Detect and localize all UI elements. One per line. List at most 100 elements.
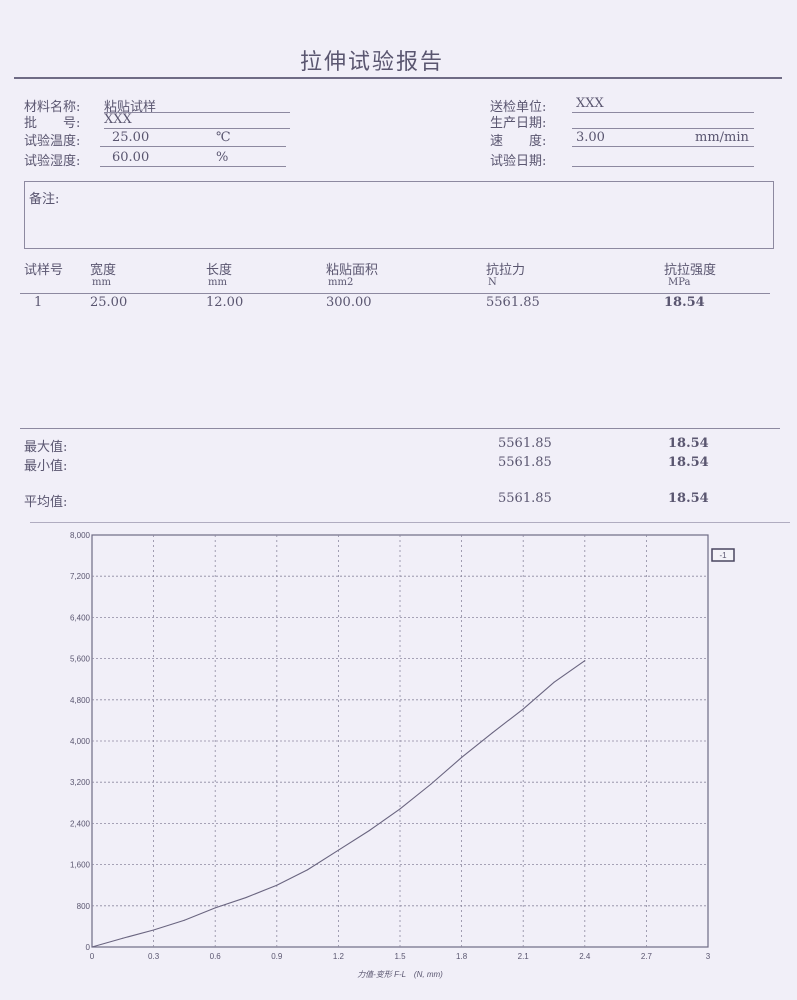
column-header: 抗拉强度 — [664, 263, 717, 278]
curve-point — [122, 937, 124, 939]
field-underline — [100, 166, 286, 167]
field-unit: ℃ — [216, 130, 231, 145]
column-header: 长度 — [206, 263, 233, 278]
x-tick-label: 0.3 — [148, 952, 160, 961]
field-label: 送检单位: — [490, 100, 547, 115]
curve-point — [368, 830, 370, 832]
curve-point — [461, 756, 463, 758]
x-tick-label: 2.1 — [518, 952, 530, 961]
field-label: 批 号: — [24, 116, 81, 131]
field-value: XXX — [104, 112, 132, 127]
field-underline — [572, 146, 754, 147]
legend-label: -1 — [719, 551, 727, 560]
field-value: 60.00 — [112, 150, 150, 165]
x-tick-label: 2.4 — [579, 952, 591, 961]
column-header: 粘贴面积 — [326, 263, 379, 278]
column-header: 抗拉力 — [486, 263, 526, 278]
field-underline — [100, 146, 286, 147]
stat-strength: 18.54 — [668, 455, 709, 470]
field-unit: mm/min — [695, 130, 749, 145]
table-cell: 12.00 — [206, 295, 244, 310]
x-axis-label: 力值-变形 F-L (N, mm) — [357, 970, 443, 979]
stat-label: 最小值: — [24, 459, 68, 474]
stat-label: 平均值: — [24, 495, 68, 510]
stats-rule — [20, 428, 780, 429]
field-underline — [104, 112, 290, 113]
legend-box — [711, 548, 735, 562]
field-underline — [104, 128, 290, 129]
stat-force: 5561.85 — [498, 436, 552, 451]
field-unit: % — [216, 150, 229, 165]
column-unit: mm — [208, 277, 227, 288]
field-value: XXX — [576, 96, 604, 111]
remarks-label: 备注: — [29, 192, 60, 207]
title-rule — [14, 77, 782, 79]
curve-point — [491, 732, 493, 734]
y-tick-label: 4,800 — [70, 696, 91, 705]
field-value: 3.00 — [576, 130, 605, 145]
force-deformation-chart: 0 0.3 0.6 0.9 1.2 1.5 1.8 2.1 2.4 2.7 3 0 800 1,600 2,… — [70, 531, 735, 979]
column-unit: mm — [92, 277, 111, 288]
field-label: 材料名称: — [24, 100, 81, 115]
field-underline — [572, 166, 754, 167]
y-tick-label: 6,400 — [70, 613, 91, 622]
column-header: 试样号 — [24, 263, 64, 278]
y-tick-label: 3,200 — [70, 778, 91, 787]
curve-point — [307, 869, 309, 871]
column-unit: MPa — [668, 277, 691, 288]
x-tick-label: 0 — [90, 952, 95, 961]
field-label: 试验日期: — [490, 154, 547, 169]
y-tick-label: 7,200 — [70, 572, 91, 581]
y-tick-label: 8,000 — [70, 531, 91, 540]
table-header-rule — [20, 293, 770, 294]
curve-point — [584, 660, 586, 662]
stat-label: 最大值: — [24, 440, 68, 455]
x-tick-label: 0.9 — [271, 952, 283, 961]
stat-force: 5561.85 — [498, 491, 552, 506]
x-tick-label: 0.6 — [210, 952, 222, 961]
curve-point — [553, 681, 555, 683]
curve-point — [430, 783, 432, 785]
curve-point — [276, 884, 278, 886]
field-value: 粘贴试样 — [104, 100, 157, 115]
column-unit: mm2 — [328, 277, 354, 288]
field-label: 生产日期: — [490, 116, 547, 131]
x-tick-label: 1.2 — [333, 952, 345, 961]
y-tick-label: 800 — [77, 902, 91, 911]
table-cell: 5561.85 — [486, 295, 540, 310]
curve-point — [522, 708, 524, 710]
curve-point — [245, 897, 247, 899]
table-cell: 18.54 — [664, 295, 705, 310]
table-cell: 1 — [34, 295, 43, 310]
x-tick-label: 2.7 — [641, 952, 653, 961]
y-tick-label: 5,600 — [70, 655, 91, 664]
field-label: 试验湿度: — [24, 154, 81, 169]
curve-point — [91, 946, 93, 948]
column-header: 宽度 — [90, 263, 117, 278]
stat-force: 5561.85 — [498, 455, 552, 470]
curve-point — [214, 907, 216, 909]
curve-point — [153, 929, 155, 931]
curve-point — [183, 919, 185, 921]
x-tick-label: 3 — [706, 952, 711, 961]
y-tick-label: 4,000 — [70, 737, 91, 746]
table-cell: 25.00 — [90, 295, 128, 310]
field-underline — [572, 128, 754, 129]
y-tick-label: 0 — [86, 943, 91, 952]
table-cell: 300.00 — [326, 295, 372, 310]
force-deformation-curve — [91, 660, 586, 948]
field-label: 试验温度: — [24, 134, 81, 149]
y-tick-label: 2,400 — [70, 819, 91, 828]
stat-strength: 18.54 — [668, 491, 709, 506]
y-tick-label: 1,600 — [70, 861, 91, 870]
curve-point — [337, 849, 339, 851]
field-label: 速 度: — [490, 134, 547, 149]
column-unit: N — [488, 277, 497, 288]
x-tick-label: 1.5 — [394, 952, 406, 961]
curve-point — [399, 808, 401, 810]
field-underline — [572, 112, 754, 113]
report-title: 拉伸试验报告 — [300, 50, 445, 75]
remarks-box: 备注: — [24, 181, 774, 249]
x-tick-label: 1.8 — [456, 952, 468, 961]
